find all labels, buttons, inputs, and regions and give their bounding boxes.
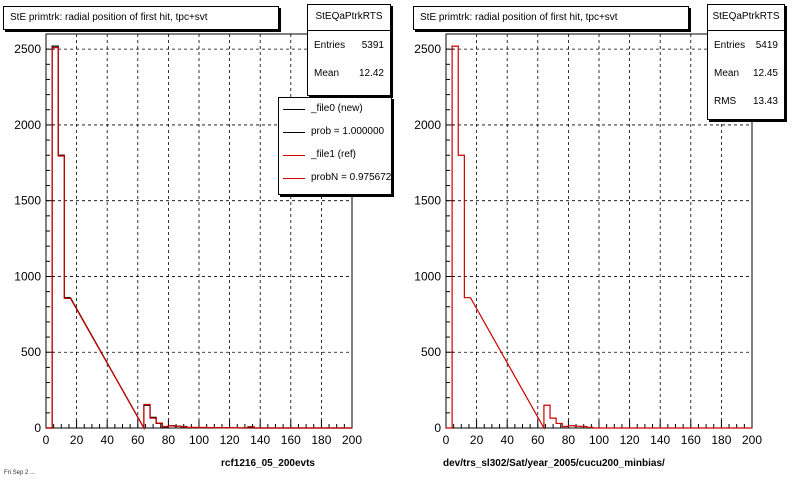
histogram-series <box>446 45 752 431</box>
x-tick-label: 160 <box>281 433 301 447</box>
x-tick-label: 180 <box>711 433 731 447</box>
y-tick-label: 1500 <box>14 194 41 208</box>
histogram-bin <box>556 423 562 428</box>
x-tick-label: 140 <box>650 433 670 447</box>
y-tick-label: 1500 <box>414 194 441 208</box>
histogram-bin <box>144 405 150 428</box>
y-tick-label: 2000 <box>414 118 441 132</box>
y-tick-label: 0 <box>434 421 441 435</box>
panel2-title: StE primtrk: radial position of first hi… <box>413 6 689 30</box>
x-tick-label: 80 <box>562 433 576 447</box>
x-tick-label: 200 <box>342 433 362 447</box>
x-tick-label: 20 <box>70 433 84 447</box>
x-tick-label: 60 <box>531 433 545 447</box>
stats-label: Mean <box>714 67 740 79</box>
histogram-bin <box>458 155 464 428</box>
y-tick-label: 500 <box>21 345 41 359</box>
panel2-footer-label: dev/trs_sl302/Sat/year_2005/cucu200_minb… <box>443 458 665 469</box>
stats-value: 5391 <box>361 39 384 51</box>
y-tick-label: 1000 <box>414 269 441 283</box>
panel2-stats-name: StEQaPtrkRTS <box>708 5 784 31</box>
timestamp-label: Fri Sep 2 ... <box>4 470 36 476</box>
panel1-stats-entries: Entries 5391 <box>308 31 390 59</box>
x-tick-label: 180 <box>311 433 331 447</box>
x-tick-label: 20 <box>470 433 484 447</box>
y-tick-label: 1000 <box>14 269 41 283</box>
panel1-stats-mean: Mean 12.42 <box>308 59 390 87</box>
x-tick-label: 200 <box>742 433 762 447</box>
histogram-bin <box>58 155 64 428</box>
panel1-footer-label: rcf1216_05_200evts <box>221 458 315 469</box>
x-tick-label: 100 <box>189 433 209 447</box>
x-tick-label: 0 <box>443 433 450 447</box>
legend-entry: probN = 0.975672 <box>279 167 391 190</box>
x-tick-label: 120 <box>220 433 240 447</box>
legend-entry: prob = 1.000000 <box>279 121 391 144</box>
histogram-bin <box>156 423 162 428</box>
y-tick-label: 0 <box>34 421 41 435</box>
panel1-legend: _file0 (new) prob = 1.000000 _file1 (ref… <box>278 97 392 195</box>
stats-label: Entries <box>714 39 746 51</box>
x-tick-label: 60 <box>131 433 145 447</box>
panel1-title: StE primtrk: radial position of first hi… <box>3 6 279 30</box>
legend-entry: _file0 (new) <box>279 98 391 121</box>
x-tick-label: 140 <box>250 433 270 447</box>
legend-label: _file1 (ref) <box>311 149 357 160</box>
panel2-stats-box: StEQaPtrkRTS Entries 5419 Mean 12.45 RMS… <box>707 4 785 120</box>
stats-value: 12.45 <box>752 67 778 79</box>
x-tick-label: 160 <box>681 433 701 447</box>
legend-label: prob = 1.000000 <box>311 126 385 137</box>
stats-value: 12.42 <box>358 67 384 79</box>
panel2-stats-rms: RMS 13.43 <box>708 87 784 115</box>
panel1-stats-box: StEQaPtrkRTS Entries 5391 Mean 12.42 <box>307 4 391 96</box>
histogram-bin <box>144 405 150 428</box>
histogram-bin <box>544 405 550 428</box>
x-tick-label: 80 <box>162 433 176 447</box>
panel2-stats-entries: Entries 5419 <box>708 31 784 59</box>
stats-label: Mean <box>314 67 340 79</box>
stats-label: Entries <box>314 39 346 51</box>
histogram-bin <box>64 298 70 428</box>
histogram-bin <box>52 48 58 428</box>
y-tick-label: 2500 <box>414 42 441 56</box>
histogram-bin <box>464 298 470 428</box>
legend-label: probN = 0.975672 <box>311 172 392 183</box>
histogram-series <box>46 47 352 431</box>
stats-value: 13.43 <box>752 95 778 107</box>
legend-label: _file0 (new) <box>311 103 363 114</box>
x-tick-label: 40 <box>501 433 515 447</box>
histogram-bin <box>452 46 458 428</box>
x-tick-label: 40 <box>101 433 115 447</box>
panel2-stats-mean: Mean 12.45 <box>708 59 784 87</box>
y-tick-label: 2500 <box>14 42 41 56</box>
y-tick-label: 2000 <box>14 118 41 132</box>
histogram-bin <box>52 46 58 428</box>
stats-value: 5419 <box>755 39 778 51</box>
x-tick-label: 100 <box>589 433 609 447</box>
panel1-stats-name: StEQaPtrkRTS <box>308 5 390 31</box>
x-tick-label: 120 <box>620 433 640 447</box>
histogram-bin <box>64 298 70 428</box>
histogram-bin <box>58 156 64 428</box>
y-tick-label: 500 <box>421 345 441 359</box>
legend-entry: _file1 (ref) <box>279 144 391 167</box>
x-tick-label: 0 <box>43 433 50 447</box>
stats-label: RMS <box>714 95 737 107</box>
